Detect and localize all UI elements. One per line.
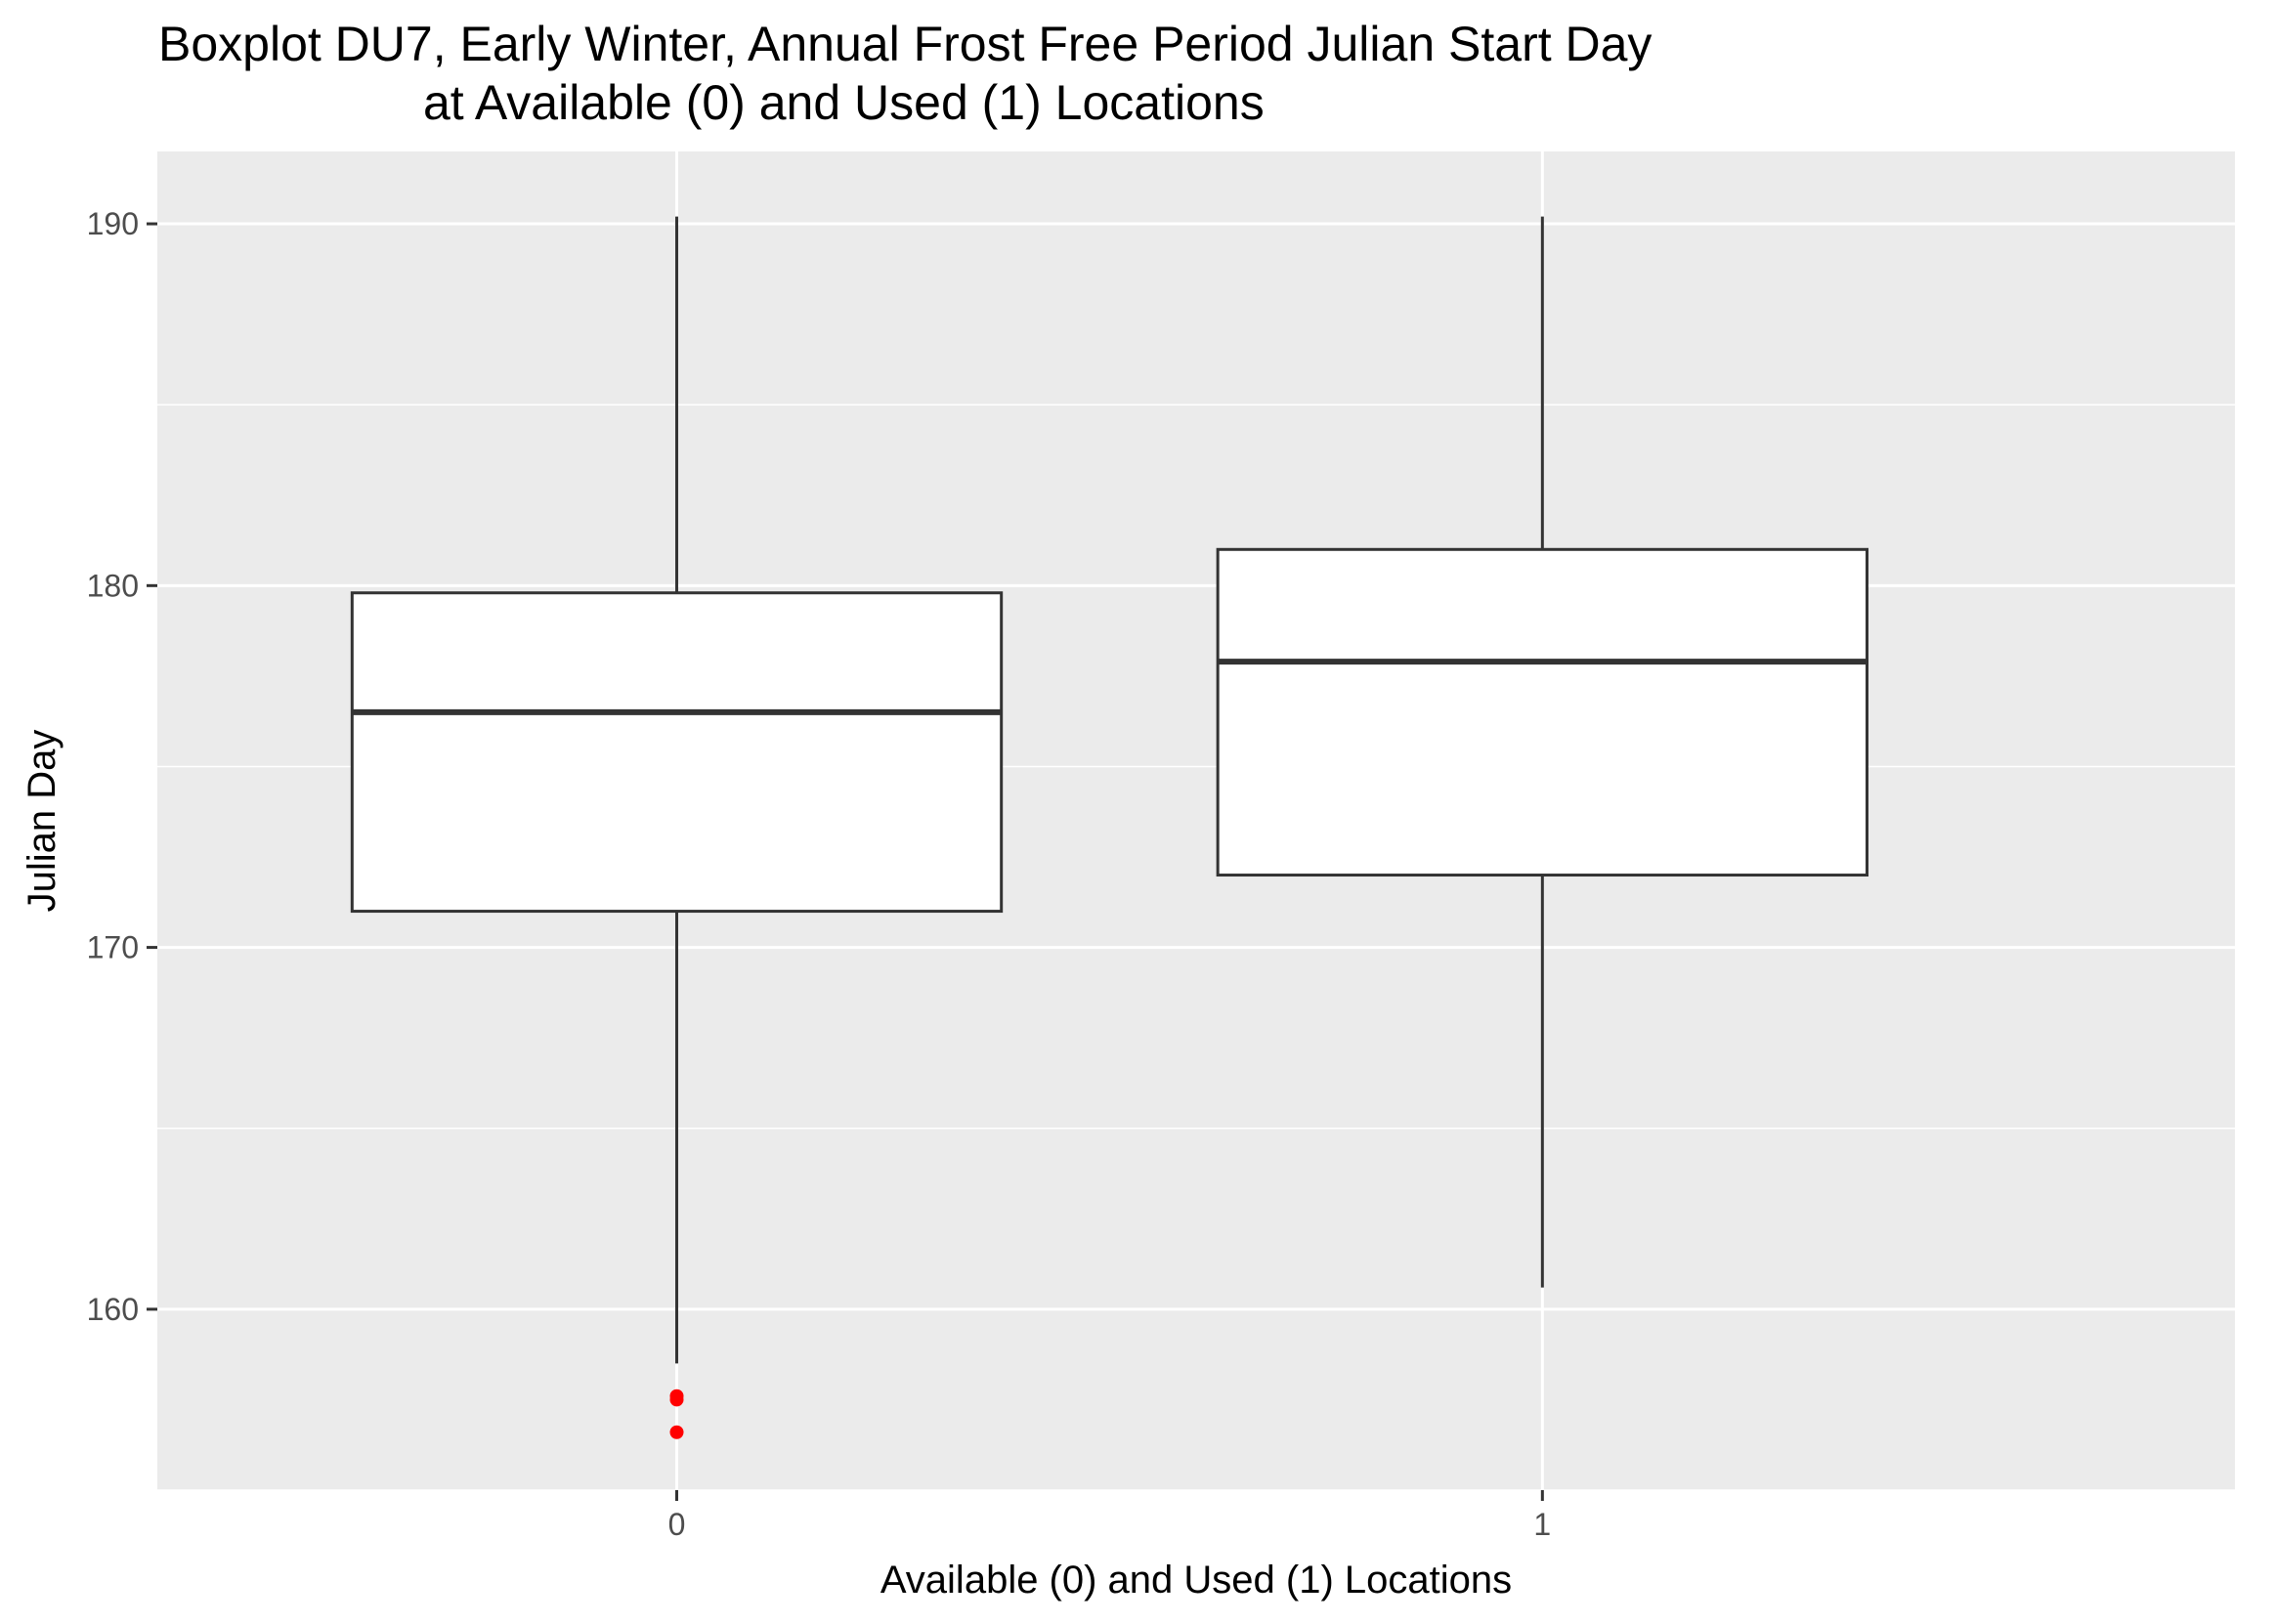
outlier-point	[669, 1425, 684, 1439]
y-tick-label: 180	[87, 568, 139, 603]
boxes	[350, 216, 1869, 1439]
box-group-1	[1216, 216, 1869, 1288]
x-axis-title: Available (0) and Used (1) Locations	[880, 1559, 1512, 1602]
y-tick-label: 190	[87, 206, 139, 241]
box-iqr	[1216, 547, 1869, 877]
outlier-point	[669, 1392, 684, 1407]
chart-title-line-1: Boxplot DU7, Early Winter, Annual Frost …	[158, 17, 1652, 71]
chart-title-line-2: at Available (0) and Used (1) Locations	[423, 75, 1265, 130]
axis-ticks: 160 170 180 190 0 1	[87, 206, 1552, 1542]
y-tick-label: 170	[87, 930, 139, 965]
box-group-0	[350, 216, 1004, 1439]
box-iqr	[350, 591, 1004, 914]
x-tick-label: 1	[1533, 1507, 1551, 1542]
y-axis-title: Julian Day	[21, 730, 64, 913]
y-tick-label: 160	[87, 1292, 139, 1327]
x-tick-label: 0	[668, 1507, 686, 1542]
